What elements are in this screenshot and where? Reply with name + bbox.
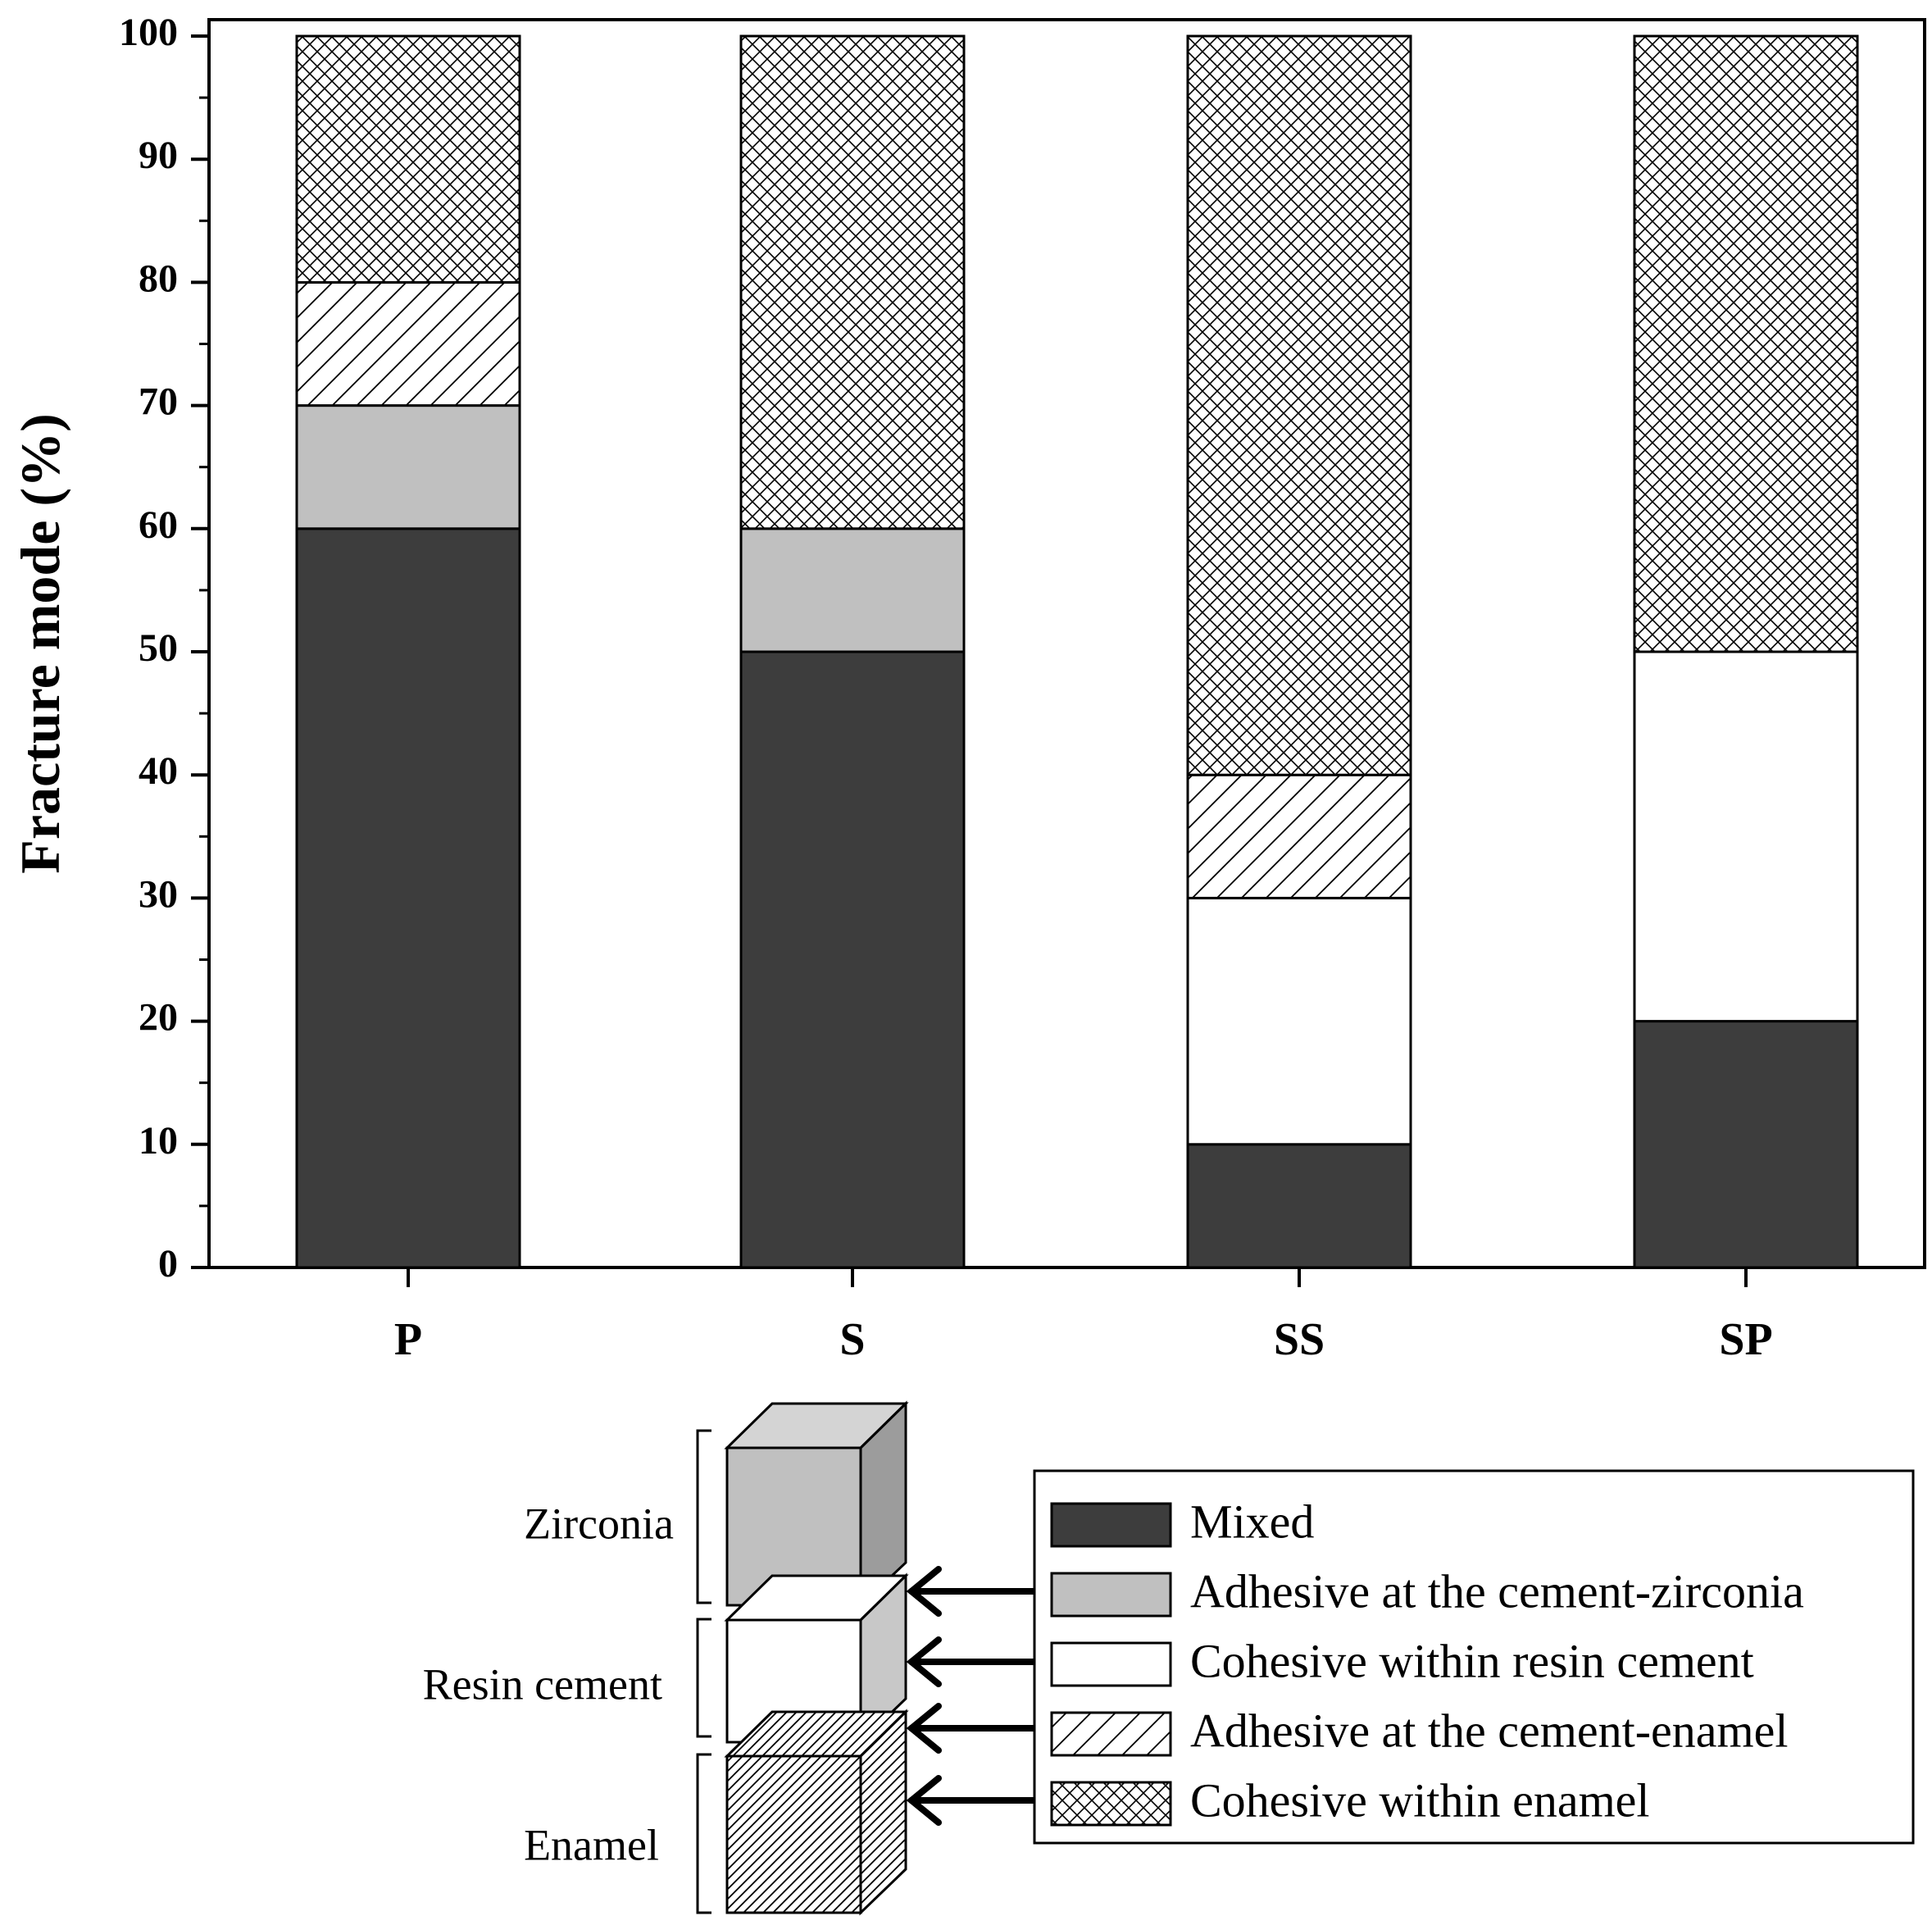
bar-stack-s [739,34,966,1269]
y-tick-label-60: 60 [139,503,178,547]
enamel-block [724,1709,909,1916]
legend: Mixed Adhesive at the cement-zirconia Cohe… [1033,1469,1915,1845]
legend-swatch-mixed [1050,1502,1172,1548]
y-axis-label: Fracture mode (%) [9,413,71,873]
bar-sp-mixed [1633,1020,1859,1269]
y-axis-tick-labels: 0 10 20 30 40 50 60 70 80 90 100 [119,11,178,1286]
bar-s-cohesive-within-enamel [739,34,966,530]
x-tick-label-sp: SP [1719,1314,1772,1365]
y-tick-label-20: 20 [139,996,178,1040]
legend-swatch-cohesive-within-enamel [1050,1781,1172,1827]
y-axis-ticks [191,34,209,1269]
specimen-diagram: Zirconia Resin cement Enamel [423,1400,1065,1916]
resin-cement-label: Resin cement [423,1659,662,1709]
enamel-bracket [696,1753,711,1914]
bar-stack-p [295,34,521,1269]
bar-ss-cohesive-within-enamel [1186,34,1412,776]
y-tick-label-40: 40 [139,749,178,793]
y-tick-label-10: 10 [139,1119,178,1163]
bar-stack-sp [1633,34,1859,1269]
y-tick-label-0: 0 [158,1242,178,1286]
legend-item-cohesive-within-enamel: Cohesive within enamel [1050,1773,1650,1827]
legend-item-adhesive-at-the-cement-zirconia: Adhesive at the cement-zirconia [1050,1564,1804,1618]
legend-label-cohesive-within-enamel: Cohesive within enamel [1190,1773,1650,1827]
resin-cement-bracket [696,1618,711,1738]
bar-p-cohesive-within-enamel [295,34,521,284]
bar-ss-cohesive-within-resin-cement [1186,896,1412,1146]
y-tick-label-90: 90 [139,134,178,177]
bar-ss-adhesive-at-the-cement-enamel [1186,773,1412,899]
y-tick-label-30: 30 [139,872,178,916]
x-tick-label-s: S [839,1314,865,1365]
y-axis-minor-ticks [199,96,209,1208]
legend-label-adhesive-at-the-cement-enamel: Adhesive at the cement-enamel [1190,1704,1789,1757]
zirconia-label: Zirconia [524,1499,674,1548]
y-tick-label-70: 70 [139,380,178,424]
enamel-label: Enamel [524,1820,659,1869]
legend-item-adhesive-at-the-cement-enamel: Adhesive at the cement-enamel [1050,1704,1789,1757]
zirconia-bracket [696,1429,711,1604]
y-tick-label-100: 100 [119,11,178,54]
legend-item-cohesive-within-resin-cement: Cohesive within resin cement [1050,1634,1754,1687]
x-tick-label-p: P [394,1314,422,1365]
y-tick-label-80: 80 [139,257,178,300]
x-tick-label-ss: SS [1274,1314,1325,1365]
bar-p-mixed [295,527,521,1269]
bar-sp-cohesive-within-enamel [1633,34,1859,653]
legend-box [1033,1469,1915,1845]
legend-swatch-adhesive-at-the-cement-enamel [1050,1711,1172,1757]
bar-s-adhesive-at-the-cement-zirconia [739,527,966,653]
bar-p-adhesive-at-the-cement-zirconia [295,404,521,530]
bar-stack-ss [1186,34,1412,1269]
y-tick-label-50: 50 [139,626,178,670]
legend-label-cohesive-within-resin-cement: Cohesive within resin cement [1190,1634,1754,1687]
legend-label-adhesive-at-the-cement-zirconia: Adhesive at the cement-zirconia [1190,1564,1804,1618]
legend-label-mixed: Mixed [1190,1495,1314,1548]
legend-swatch-adhesive-at-the-cement-zirconia [1050,1572,1172,1618]
resin-cement-block [724,1572,909,1745]
legend-swatch-cohesive-within-resin-cement [1050,1641,1172,1687]
x-axis-ticks [407,1267,1748,1287]
bar-sp-cohesive-within-resin-cement [1633,650,1859,1023]
bar-s-mixed [739,650,966,1269]
plot-frame [207,18,1926,1269]
x-axis-tick-labels: P S SS SP [394,1314,1773,1365]
bar-p-adhesive-at-the-cement-enamel [295,280,521,407]
legend-item-mixed: Mixed [1050,1495,1314,1548]
bar-ss-mixed [1186,1143,1412,1269]
bar-stacks [295,34,1859,1269]
